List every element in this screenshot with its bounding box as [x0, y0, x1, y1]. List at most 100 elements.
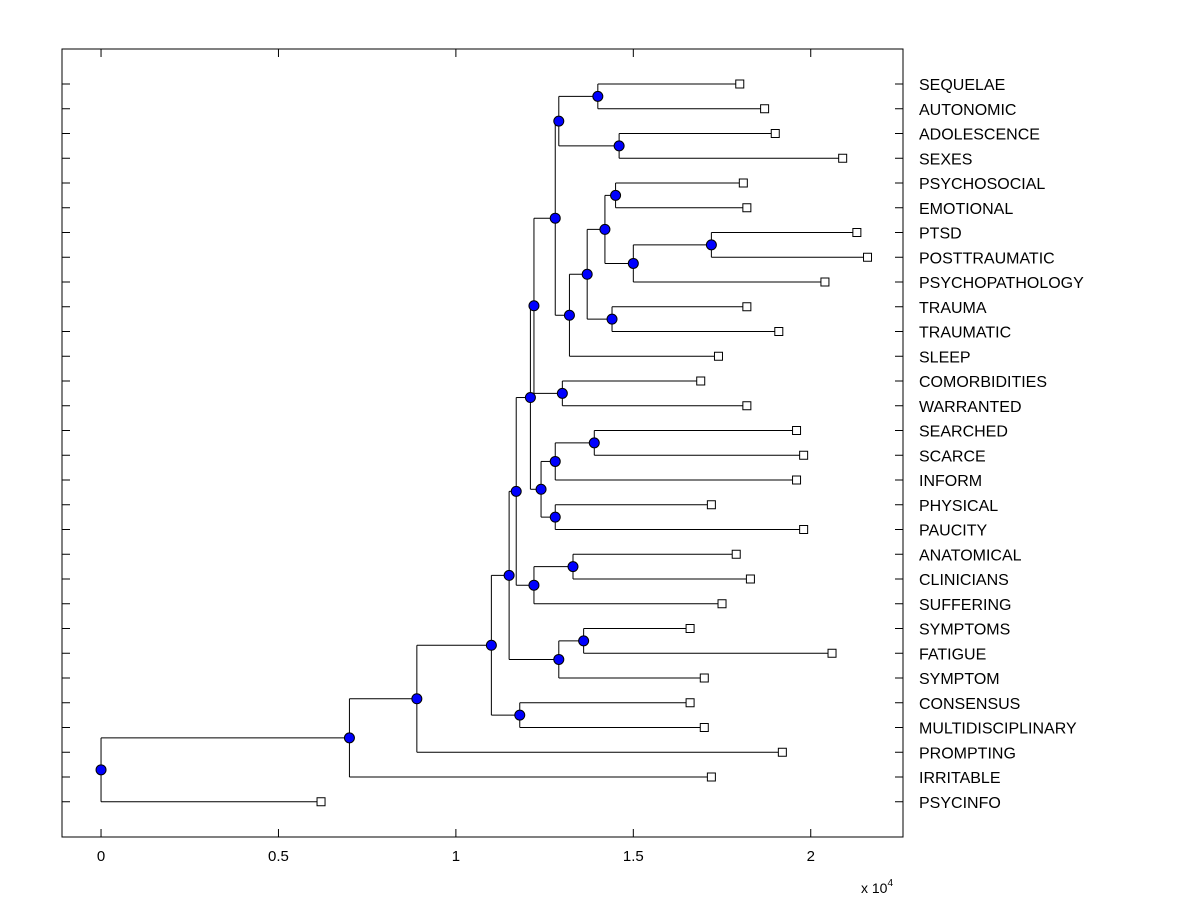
leaf-labels: SEQUELAE AUTONOMIC ADOLESCENCE SEXES PSYCHOS… [919, 77, 1084, 812]
leaf-marker-anatomical [731, 549, 741, 559]
node-marker-n19 [567, 561, 579, 573]
node-marker-n17 [535, 483, 547, 495]
plot-frame [61, 48, 904, 838]
leaf-marker-psychosocial [738, 178, 748, 188]
node-marker-n14 [588, 437, 600, 449]
leaf-label-trauma: TRAUMA [919, 300, 987, 317]
axis-scale-label: x 104 [861, 878, 893, 896]
leaf-marker-searched [792, 426, 802, 435]
leaf-label-fatigue: FATIGUE [919, 646, 986, 663]
x-tick-label-2: 1 [452, 848, 460, 865]
leaf-label-symptoms: SYMPTOMS [919, 622, 1010, 639]
node-marker-n10 [563, 309, 575, 321]
leaf-marker-irritable [706, 772, 716, 782]
node-marker-n8 [606, 313, 618, 325]
leaf-marker-physical [706, 500, 716, 510]
leaf-label-consensus: CONSENSUS [919, 696, 1020, 713]
leaf-label-ptsd: PTSD [919, 226, 962, 243]
leaf-label-clinicians: CLINICIANS [919, 572, 1009, 589]
leaf-label-scarce: SCARCE [919, 448, 986, 465]
node-marker-n11 [549, 212, 561, 224]
node-marker-n13 [528, 300, 540, 312]
leaf-marker-autonomic [760, 104, 770, 114]
leaf-marker-traumatic [774, 327, 784, 336]
leaf-label-suffering: SUFFERING [919, 597, 1011, 614]
leaf-label-inform: INFORM [919, 473, 982, 490]
node-marker-n6 [627, 257, 639, 269]
leaf-label-psychosocial: PSYCHOSOCIAL [919, 176, 1045, 193]
leaf-label-irritable: IRRITABLE [919, 770, 1001, 787]
leaf-marker-posttraumatic [863, 252, 873, 262]
leaf-label-physical: PHYSICAL [919, 498, 998, 515]
leaf-label-multidisciplinary: MULTIDISCIPLINARY [919, 721, 1077, 738]
leaf-marker-sequelae [735, 79, 745, 89]
leaf-label-sleep: SLEEP [919, 349, 971, 366]
node-marker-n5 [705, 239, 717, 251]
node-marker-n29 [95, 764, 107, 776]
leaf-marker-ptsd [852, 228, 862, 237]
node-marker-n26 [485, 639, 497, 651]
leaf-marker-trauma [742, 302, 752, 312]
leaf-marker-fatigue [827, 648, 837, 658]
leaf-label-autonomic: AUTONOMIC [919, 102, 1016, 119]
leaf-marker-comorbidities [696, 376, 706, 386]
x-tick-label-1: 0.5 [268, 848, 289, 865]
leaf-marker-suffering [717, 599, 727, 609]
leaf-label-sequelae: SEQUELAE [919, 77, 1005, 94]
leaf-marker-paucity [799, 525, 809, 534]
node-marker-n12 [556, 387, 568, 399]
leaf-label-anatomical: ANATOMICAL [919, 547, 1022, 564]
leaf-marker-multidisciplinary [699, 723, 709, 732]
axis-scale-base: x 10 [861, 880, 888, 896]
node-marker-n27 [411, 693, 423, 705]
leaf-marker-psychopathology [820, 277, 830, 287]
leaf-marker-sexes [838, 153, 848, 163]
node-marker-n3 [553, 115, 565, 127]
leaf-label-psycinfo: PSYCINFO [919, 795, 1001, 812]
leaf-label-prompting: PROMPTING [919, 745, 1016, 762]
leaf-label-posttraumatic: POSTTRAUMATIC [919, 250, 1055, 267]
node-marker-n9 [581, 268, 593, 280]
leaf-marker-emotional [742, 203, 752, 213]
leaf-marker-consensus [685, 698, 695, 708]
leaf-marker-sleep [713, 351, 723, 361]
leaf-label-emotional: EMOTIONAL [919, 201, 1013, 218]
leaf-marker-adolescence [770, 129, 780, 138]
node-marker-n16 [549, 511, 561, 523]
markers [95, 79, 873, 807]
leaf-marker-scarce [799, 450, 809, 460]
node-marker-n15 [549, 455, 561, 467]
node-marker-n25 [514, 709, 526, 721]
node-marker-n23 [553, 653, 565, 665]
leaf-marker-symptom [699, 673, 709, 683]
x-tick-label-3: 1.5 [623, 848, 644, 865]
node-marker-n20 [528, 579, 540, 591]
leaf-marker-inform [792, 475, 802, 485]
node-marker-n4 [610, 189, 622, 201]
leaf-marker-prompting [777, 747, 787, 757]
x-tick-label-4: 2 [807, 848, 815, 865]
node-marker-n2 [613, 140, 625, 152]
leaf-label-traumatic: TRAUMATIC [919, 325, 1011, 342]
leaf-marker-warranted [742, 401, 752, 411]
node-marker-n1 [592, 90, 604, 102]
branch-lines [100, 83, 868, 803]
x-tick-label-0: 0 [97, 848, 105, 865]
node-marker-n28 [343, 732, 355, 744]
node-marker-n7 [599, 223, 611, 235]
leaf-label-warranted: WARRANTED [919, 399, 1022, 416]
axis-scale-exponent: 4 [887, 878, 893, 889]
leaf-label-paucity: PAUCITY [919, 523, 987, 540]
leaf-marker-symptoms [685, 624, 695, 633]
leaf-label-comorbidities: COMORBIDITIES [919, 374, 1047, 391]
node-marker-n24 [503, 569, 515, 581]
leaf-marker-clinicians [745, 574, 755, 584]
node-marker-n21 [510, 485, 522, 497]
node-marker-n18 [524, 392, 536, 404]
node-marker-n22 [578, 635, 590, 647]
x-axis: 0 0.5 1 1.5 2 [62, 49, 903, 865]
leaf-label-searched: SEARCHED [919, 424, 1008, 441]
leaf-label-adolescence: ADOLESCENCE [919, 127, 1040, 144]
leaf-marker-psycinfo [316, 797, 326, 807]
